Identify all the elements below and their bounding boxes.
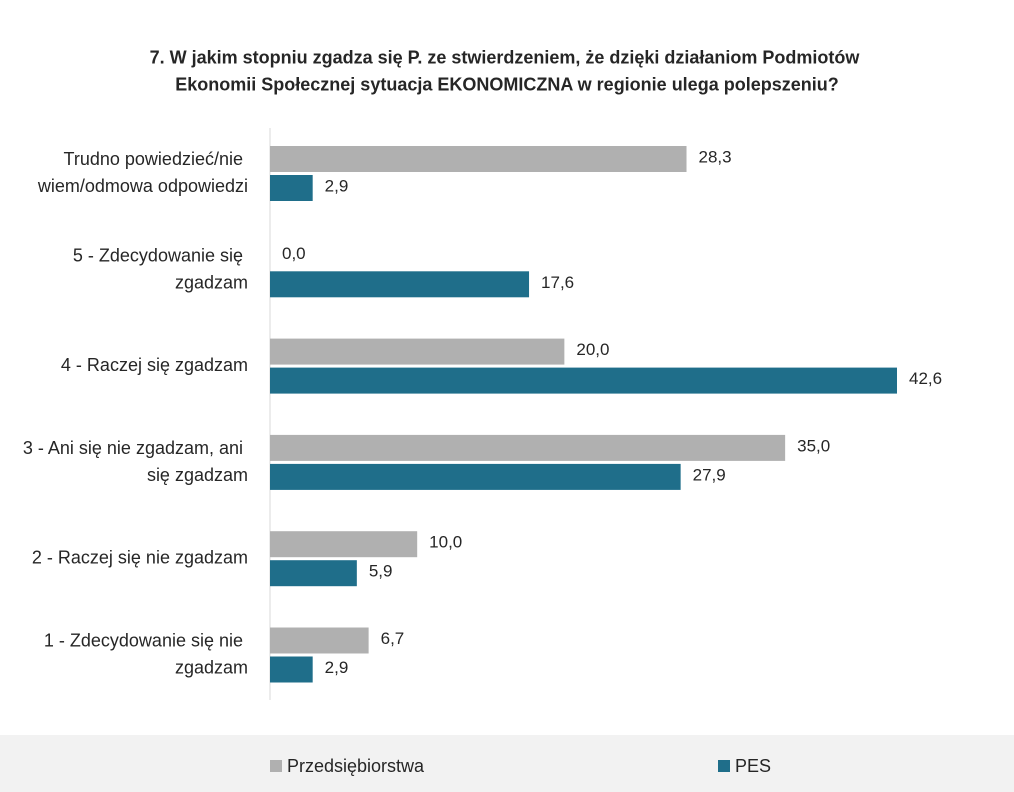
value-label: 20,0 [576,340,609,359]
category-label: 4 - Raczej się zgadzam [61,355,248,375]
category-label: 5 - Zdecydowanie się zgadzam [73,245,248,292]
legend-swatch [718,760,730,772]
bar [270,560,357,587]
value-label: 27,9 [693,465,726,484]
bar [270,434,786,461]
category-label: Trudno powiedzieć/nie wiem/odmowa odpowi… [37,149,248,196]
value-label: 28,3 [699,147,732,166]
value-label: 2,9 [325,658,349,677]
value-label: 35,0 [797,436,830,455]
value-label: 17,6 [541,273,574,292]
bar [270,463,681,490]
value-label: 5,9 [369,562,393,581]
value-label: 10,0 [429,533,462,552]
bar [270,367,897,394]
category-label: 1 - Zdecydowanie się nie zgadzam [44,630,248,677]
legend-background [0,735,1014,792]
bar [270,271,530,298]
bar [270,175,313,201]
value-label: 0,0 [282,244,306,263]
value-label: 6,7 [381,629,405,648]
bar [270,338,565,365]
bar [270,531,418,558]
legend-swatch [270,760,282,772]
value-label: 42,6 [909,369,942,388]
value-label: 2,9 [325,176,349,195]
legend-label: PES [735,756,771,776]
bar [270,656,313,683]
category-label: 2 - Raczej się nie zgadzam [32,547,248,567]
bar [270,627,369,654]
bar [270,146,687,172]
category-label: 3 - Ani się nie zgadzam, ani się zgadzam [23,438,248,485]
chart-title: 7. W jakim stopniu zgadza się P. ze stwi… [150,47,865,94]
legend-label: Przedsiębiorstwa [287,756,425,776]
